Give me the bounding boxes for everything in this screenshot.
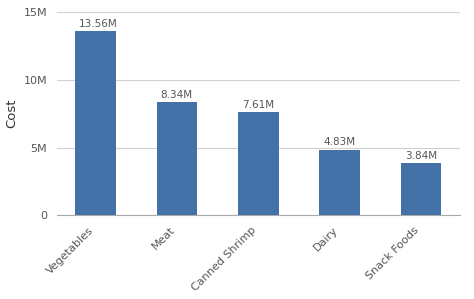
Bar xyxy=(319,150,360,215)
Text: 13.56M: 13.56M xyxy=(79,19,118,29)
Text: 4.83M: 4.83M xyxy=(323,137,356,147)
Text: 8.34M: 8.34M xyxy=(161,90,193,100)
Text: 7.61M: 7.61M xyxy=(242,100,274,110)
Bar xyxy=(238,112,279,215)
Bar xyxy=(75,31,116,215)
Bar xyxy=(401,163,441,215)
Text: 3.84M: 3.84M xyxy=(405,151,437,161)
Y-axis label: Cost: Cost xyxy=(5,99,18,128)
Bar xyxy=(156,102,197,215)
